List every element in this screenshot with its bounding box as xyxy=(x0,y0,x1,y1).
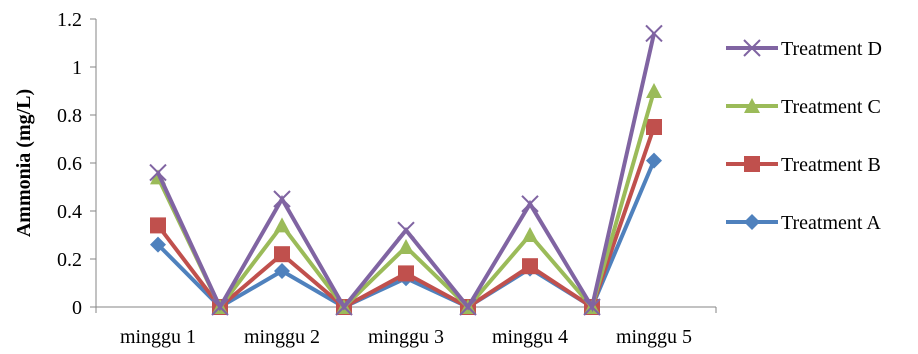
x-tick-label: minggu 2 xyxy=(244,326,320,348)
legend-label: Treatment C xyxy=(781,96,881,118)
data-point-treatment-d xyxy=(273,190,291,208)
data-point-treatment-b xyxy=(646,119,662,135)
legend-swatch-marker xyxy=(743,39,761,57)
data-point-treatment-d xyxy=(335,298,353,316)
legend-label: Treatment A xyxy=(781,212,881,234)
legend-swatch-marker xyxy=(744,98,760,113)
legend: Treatment D Treatment C Treatment B Treatme… xyxy=(726,38,882,234)
data-point-treatment-d xyxy=(521,195,539,213)
data-point-treatment-d xyxy=(149,163,167,182)
y-tick-labels: 0 0.2 0.4 0.6 0.8 1 1.2 xyxy=(57,9,82,319)
legend-label: Treatment D xyxy=(781,38,882,60)
data-point-treatment-c xyxy=(646,83,662,98)
data-point-treatment-d xyxy=(583,298,601,316)
legend-label: Treatment B xyxy=(781,154,881,176)
y-tick-label: 1.2 xyxy=(57,9,82,31)
data-point-treatment-b xyxy=(274,246,290,263)
legend-item-treatment-c: Treatment C xyxy=(726,96,881,118)
legend-swatch-marker xyxy=(744,156,760,172)
legend-swatch-marker xyxy=(744,214,760,230)
data-point-treatment-a xyxy=(646,152,662,169)
y-tick-label: 0.4 xyxy=(57,201,82,223)
data-point-treatment-b xyxy=(150,217,166,234)
data-point-treatment-a xyxy=(274,263,290,279)
y-axis-title: Ammonia (mg/L) xyxy=(13,89,35,237)
series-treatment-a xyxy=(150,152,662,315)
x-tick-label: minggu 1 xyxy=(120,326,196,348)
plot-area xyxy=(149,24,663,316)
data-point-treatment-b xyxy=(522,258,538,275)
y-tick-label: 0.2 xyxy=(57,249,82,271)
x-tick-label: minggu 4 xyxy=(492,326,568,348)
x-tick-label: minggu 5 xyxy=(616,326,692,348)
data-point-treatment-c xyxy=(274,217,290,233)
data-point-treatment-d xyxy=(211,298,229,316)
data-point-treatment-a xyxy=(150,236,166,253)
y-tick-label: 0.6 xyxy=(57,153,82,175)
x-tick-label: minggu 3 xyxy=(368,326,444,348)
legend-item-treatment-a: Treatment A xyxy=(726,212,881,234)
legend-item-treatment-d: Treatment D xyxy=(726,38,882,60)
y-tick-label: 0 xyxy=(72,297,82,319)
data-point-treatment-c xyxy=(398,239,414,254)
data-point-treatment-d xyxy=(397,221,415,239)
series-treatment-d xyxy=(149,24,663,316)
y-tick-label: 0.8 xyxy=(57,105,82,127)
data-point-treatment-d xyxy=(459,298,477,316)
x-tick-labels: minggu 1 minggu 2 minggu 3 minggu 4 minggu 5 xyxy=(120,326,692,348)
data-point-treatment-d xyxy=(645,24,663,43)
data-point-treatment-c xyxy=(522,227,538,242)
data-point-treatment-b xyxy=(398,265,414,282)
y-tick-label: 1 xyxy=(72,57,82,79)
legend-item-treatment-b: Treatment B xyxy=(726,154,881,176)
